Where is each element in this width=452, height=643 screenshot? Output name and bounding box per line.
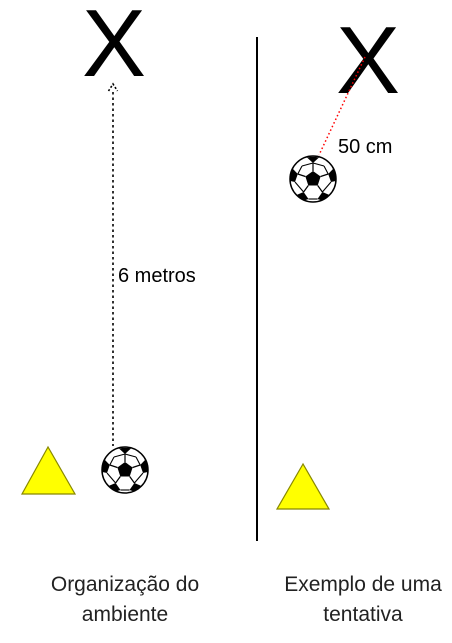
left-caption-line1: Organização do bbox=[51, 573, 199, 596]
left-distance-label: 6 metros bbox=[118, 265, 196, 287]
right-target-x: X bbox=[336, 7, 400, 114]
right-caption-line2: tentativa bbox=[323, 603, 403, 626]
right-caption-line1: Exemplo de uma bbox=[284, 573, 442, 596]
left-arrow-head bbox=[107, 82, 119, 92]
right-soccer-ball bbox=[289, 155, 337, 203]
right-distance-label: 50 cm bbox=[338, 136, 392, 158]
left-soccer-ball bbox=[101, 446, 149, 494]
left-panel: X 6 metros Organização do ambiente bbox=[20, 0, 199, 626]
left-target-x: X bbox=[82, 0, 146, 97]
left-caption-line2: ambiente bbox=[82, 603, 168, 626]
right-panel: X 50 cm Exemplo de uma tentativa bbox=[275, 7, 442, 626]
left-cone-triangle bbox=[20, 445, 77, 495]
right-cone-triangle bbox=[275, 462, 331, 510]
